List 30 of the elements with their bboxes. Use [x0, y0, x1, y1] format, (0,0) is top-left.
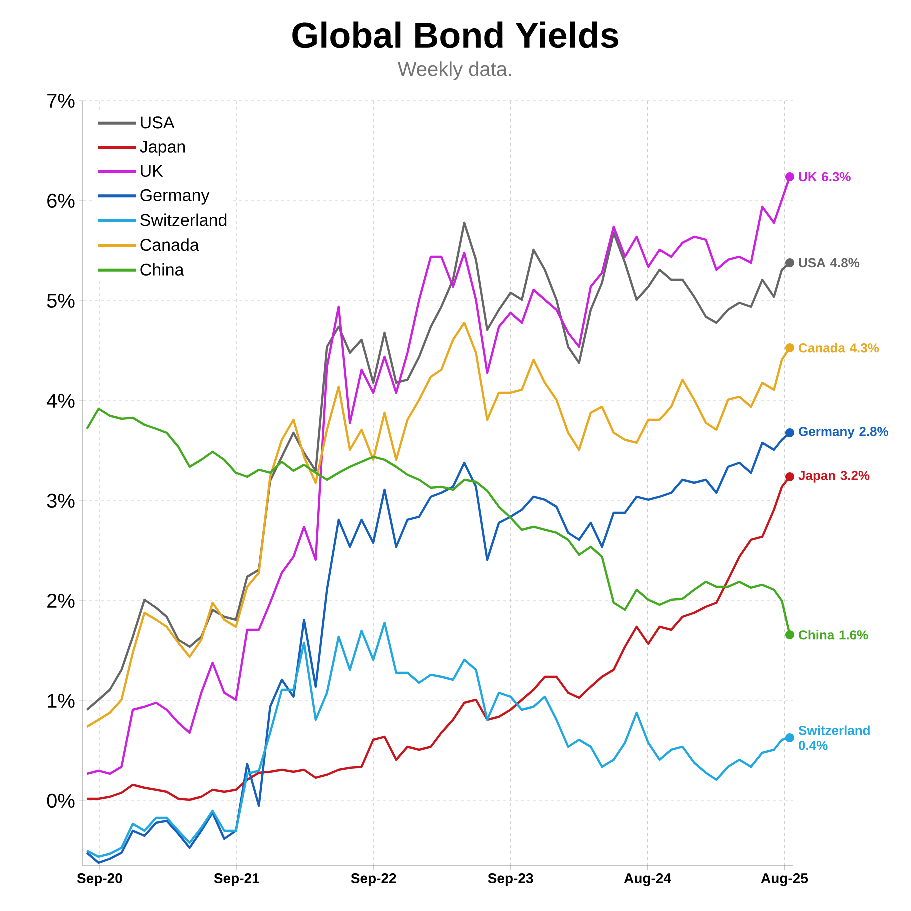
- y-tick-label: 3%: [47, 494, 75, 508]
- legend-label: Canada: [140, 238, 200, 252]
- annotation: China 1.6%: [799, 630, 868, 640]
- x-tick-label: Aug-25: [761, 874, 808, 886]
- x-tick-label: Aug-24: [624, 874, 672, 886]
- x-tick-label: Sep-20: [77, 874, 122, 886]
- x-tick-label: Sep-21: [214, 874, 260, 886]
- legend-label: USA: [141, 116, 175, 129]
- annotation: USA 4.8%: [799, 258, 860, 268]
- y-tick-label: 4%: [47, 394, 75, 408]
- legend-label: Japan: [140, 141, 186, 156]
- legend-label: UK: [141, 165, 164, 178]
- annotation: Switzerland 0.4%: [798, 726, 870, 750]
- annotation: Germany 2.8%: [799, 427, 888, 439]
- y-tick-label: 7%: [48, 94, 75, 108]
- annotation: UK 6.3%: [799, 172, 851, 182]
- annotation: Japan 3.2%: [798, 471, 870, 483]
- y-tick-label: 1%: [48, 694, 75, 708]
- chart-subtitle: Weekly data.: [398, 62, 512, 80]
- x-tick-label: Sep-23: [488, 874, 534, 886]
- y-tick-label: 2%: [48, 594, 75, 608]
- y-tick-label: 0%: [47, 794, 75, 808]
- legend-label: Germany: [140, 189, 210, 205]
- chart-title: Global Bond Yields: [292, 22, 618, 48]
- legend-label: Switzerland: [140, 214, 227, 226]
- annotation: Canada 4.3%: [799, 343, 880, 353]
- y-tick-label: 5%: [47, 294, 75, 308]
- legend-label: China: [140, 263, 184, 276]
- x-tick-label: Sep-22: [351, 874, 396, 886]
- y-tick-label: 6%: [48, 194, 75, 208]
